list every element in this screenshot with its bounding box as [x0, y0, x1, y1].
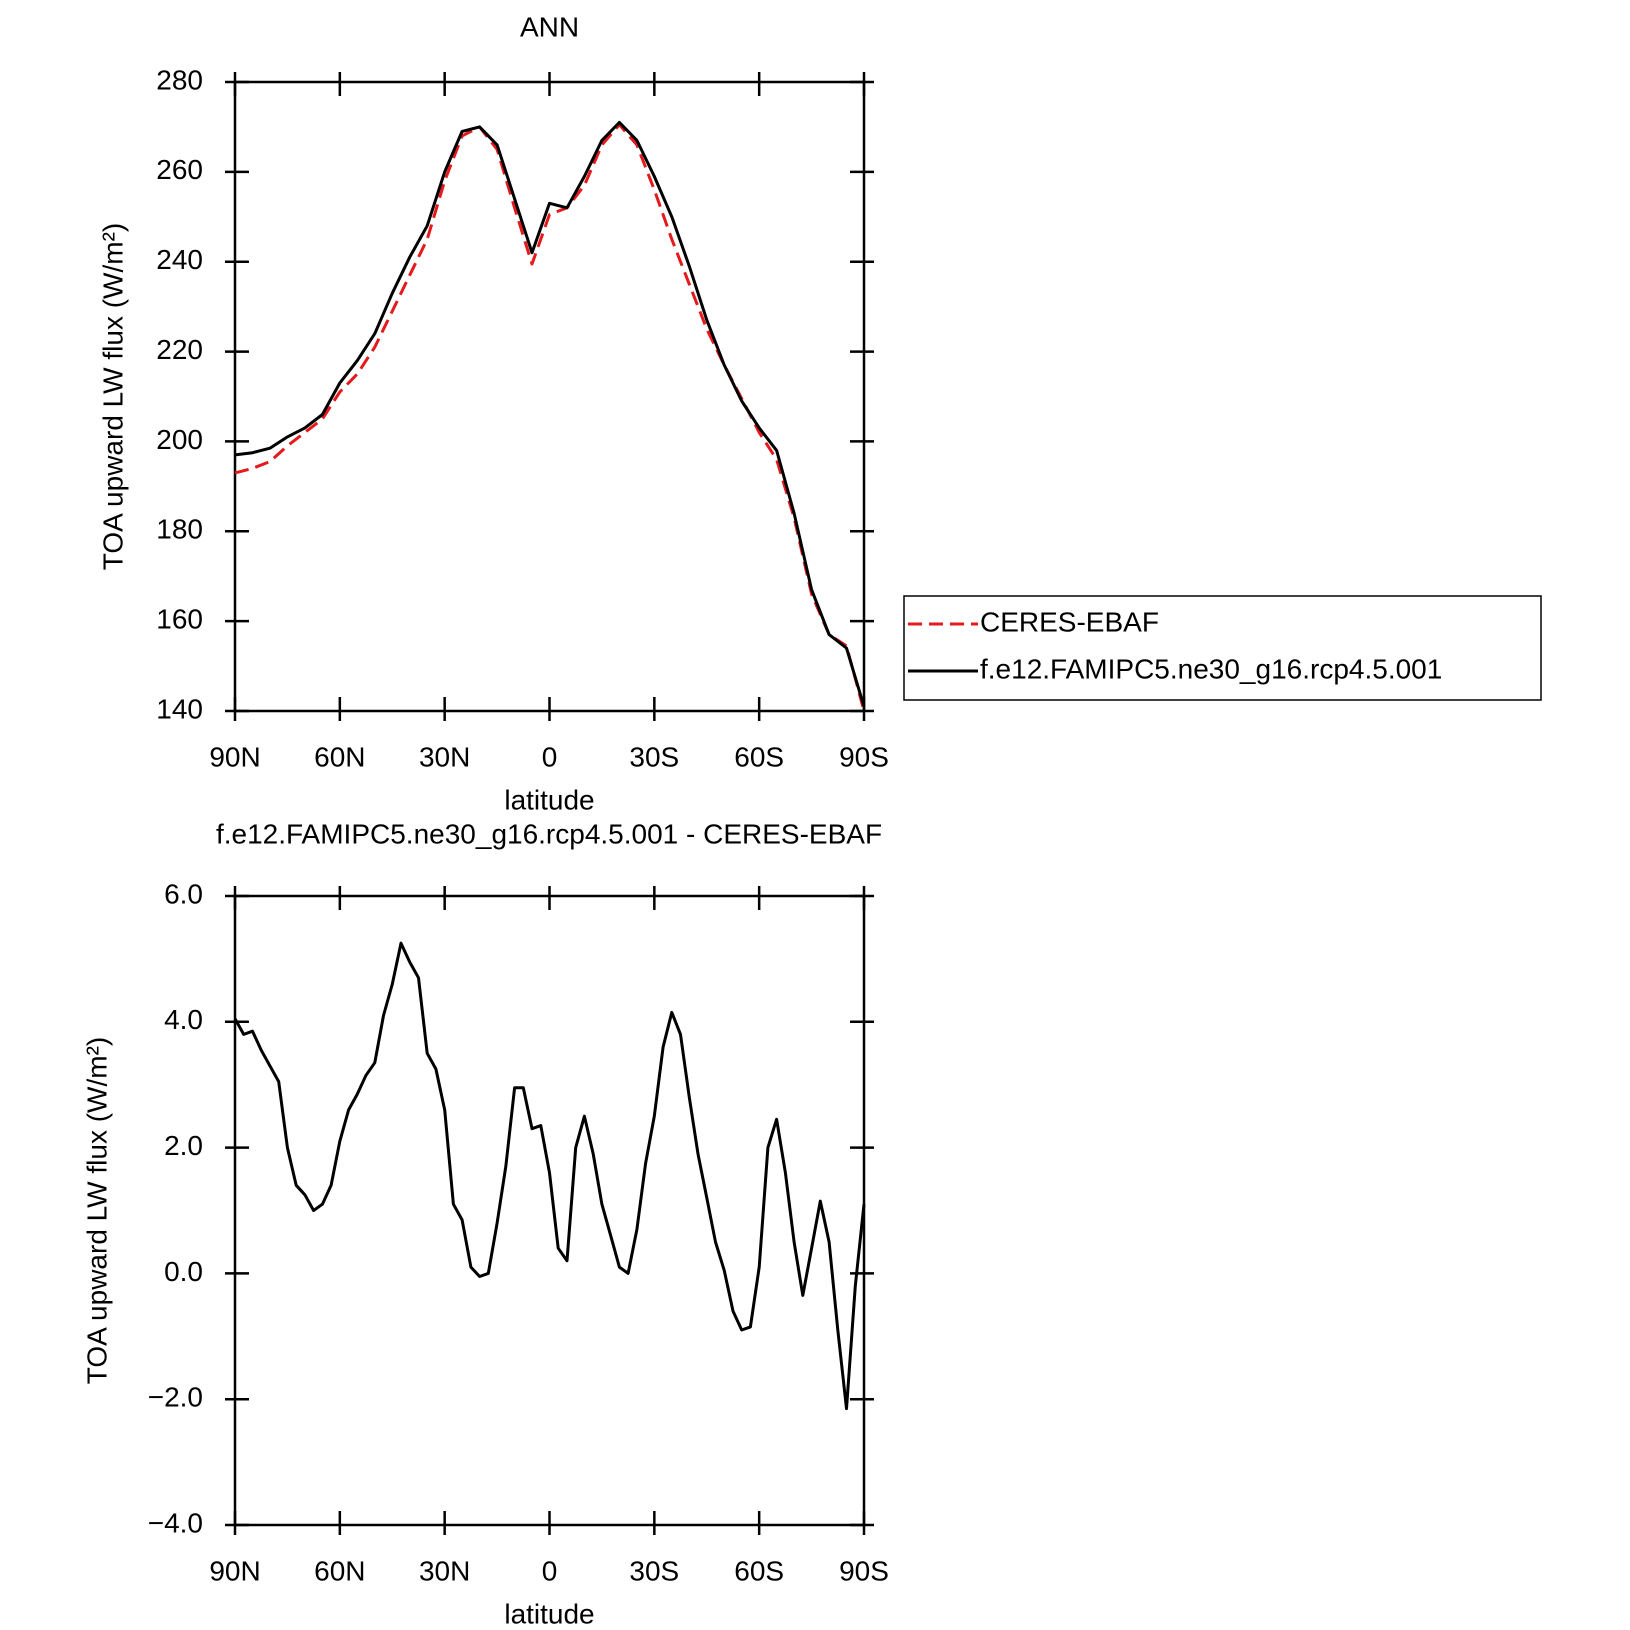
y-tick-label: 180 [156, 514, 203, 545]
x-tick-label: 90S [839, 1555, 889, 1586]
x-tick-label: 30S [629, 741, 679, 772]
x-tick-label: 60N [314, 741, 365, 772]
y-tick-label: 0.0 [164, 1256, 203, 1287]
x-tick-label: 60S [734, 741, 784, 772]
chart-title: ANN [520, 11, 579, 42]
legend-box [903, 595, 1542, 701]
x-tick-label: 30N [419, 741, 470, 772]
legend-label: CERES-EBAF [980, 606, 1159, 637]
line-series [234, 123, 866, 712]
chart-title: f.e12.FAMIPC5.ne30_g16.rcp4.5.001 - CERE… [216, 818, 882, 849]
y-axis-label: TOA upward LW flux (W/m²) [81, 1037, 112, 1384]
y-tick-label: 160 [156, 604, 203, 635]
y-axis-label: TOA upward LW flux (W/m²) [97, 223, 128, 570]
x-tick-label: 90S [839, 741, 889, 772]
legend-label: f.e12.FAMIPC5.ne30_g16.rcp4.5.001 [980, 653, 1442, 684]
x-tick-label: 60N [314, 1555, 365, 1586]
y-tick-label: −2.0 [148, 1382, 203, 1413]
x-tick-label: 30S [629, 1555, 679, 1586]
y-tick-label: 220 [156, 334, 203, 365]
x-tick-label: 0 [542, 1555, 558, 1586]
x-axis-label: latitude [504, 784, 594, 815]
x-tick-label: 60S [734, 1555, 784, 1586]
x-tick-label: 0 [542, 741, 558, 772]
y-tick-label: −4.0 [148, 1507, 203, 1538]
y-tick-label: 200 [156, 424, 203, 455]
x-axis-label: latitude [504, 1598, 594, 1629]
y-tick-label: 4.0 [164, 1004, 203, 1035]
x-tick-label: 90N [209, 1555, 260, 1586]
y-tick-label: 6.0 [164, 878, 203, 909]
line-series [234, 120, 866, 707]
x-tick-label: 90N [209, 741, 260, 772]
plot-frame [233, 80, 866, 713]
y-tick-label: 140 [156, 693, 203, 724]
y-tick-label: 2.0 [164, 1130, 203, 1161]
plot-frame [233, 894, 866, 1527]
x-tick-label: 30N [419, 1555, 470, 1586]
y-tick-label: 260 [156, 154, 203, 185]
y-tick-label: 280 [156, 64, 203, 95]
y-tick-label: 240 [156, 244, 203, 275]
line-series [233, 941, 866, 1411]
